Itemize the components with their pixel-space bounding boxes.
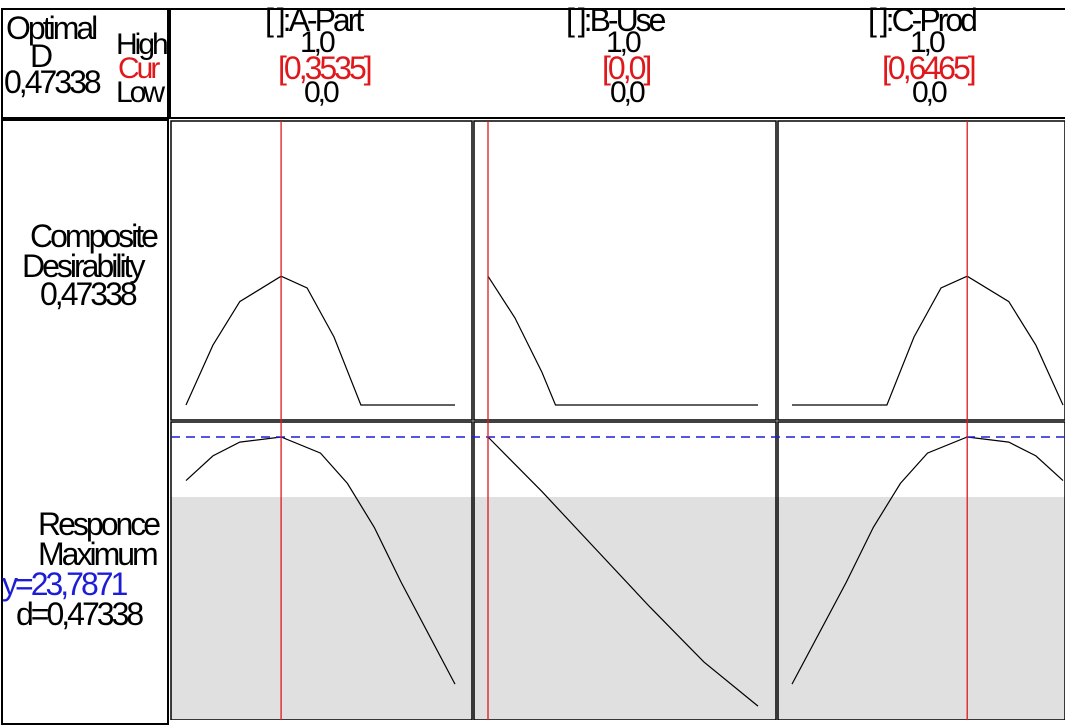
desirability-curve-a-part [185,275,455,406]
factor-b-current: [0,0] [602,50,652,86]
factor-a-name: [ ]:A-Part [265,2,364,38]
response-curve-b-use [487,436,759,707]
desirability-panel-1 [170,120,473,421]
response-curve-a-part [185,436,456,685]
cur-label: Cur [118,52,160,85]
response-d-value: d=0,47338 [16,596,144,632]
factor-b-low: 0,0 [610,76,646,109]
factor-a-high: 1,0 [300,26,336,59]
composite-line1: Composite [30,218,159,254]
factor-b-high: 1,0 [606,26,642,59]
d-label: D [30,38,53,74]
response-line1: Responce [38,506,161,542]
optimal-header-box [1,8,169,119]
desirability-panel-2 [473,120,777,421]
response-panel-1 [170,421,473,720]
factor-b-name: [ ]:B-Use [566,2,666,38]
factor-c-name: [ ]:C-Prod [868,2,978,38]
low-label: Low [116,76,165,109]
factor-c-low: 0,0 [912,76,948,109]
factor-c-current: [0,6465] [882,50,977,86]
response-line2: Maximum [38,536,159,572]
factor-a-current: [0,3535] [278,50,373,86]
response-curve-c-prod [791,436,1064,685]
response-y-value: y=23,7871 [2,566,128,602]
d-value: 0,47338 [4,64,102,100]
composite-value: 0,47338 [40,276,138,312]
desirability-curve-b-use [487,275,758,406]
response-band [171,497,1065,720]
factor-header-box [169,8,1065,119]
optimal-label: Optimal [6,10,98,46]
factor-a-low: 0,0 [304,76,340,109]
desirability-panel-3 [777,120,1065,421]
response-panel-3 [777,421,1065,720]
high-label: High [116,28,169,61]
desirability-curve-c-prod [792,275,1064,406]
composite-line2: Desirability [22,248,145,284]
response-panel-2 [473,421,777,720]
factor-c-high: 1,0 [910,26,946,59]
